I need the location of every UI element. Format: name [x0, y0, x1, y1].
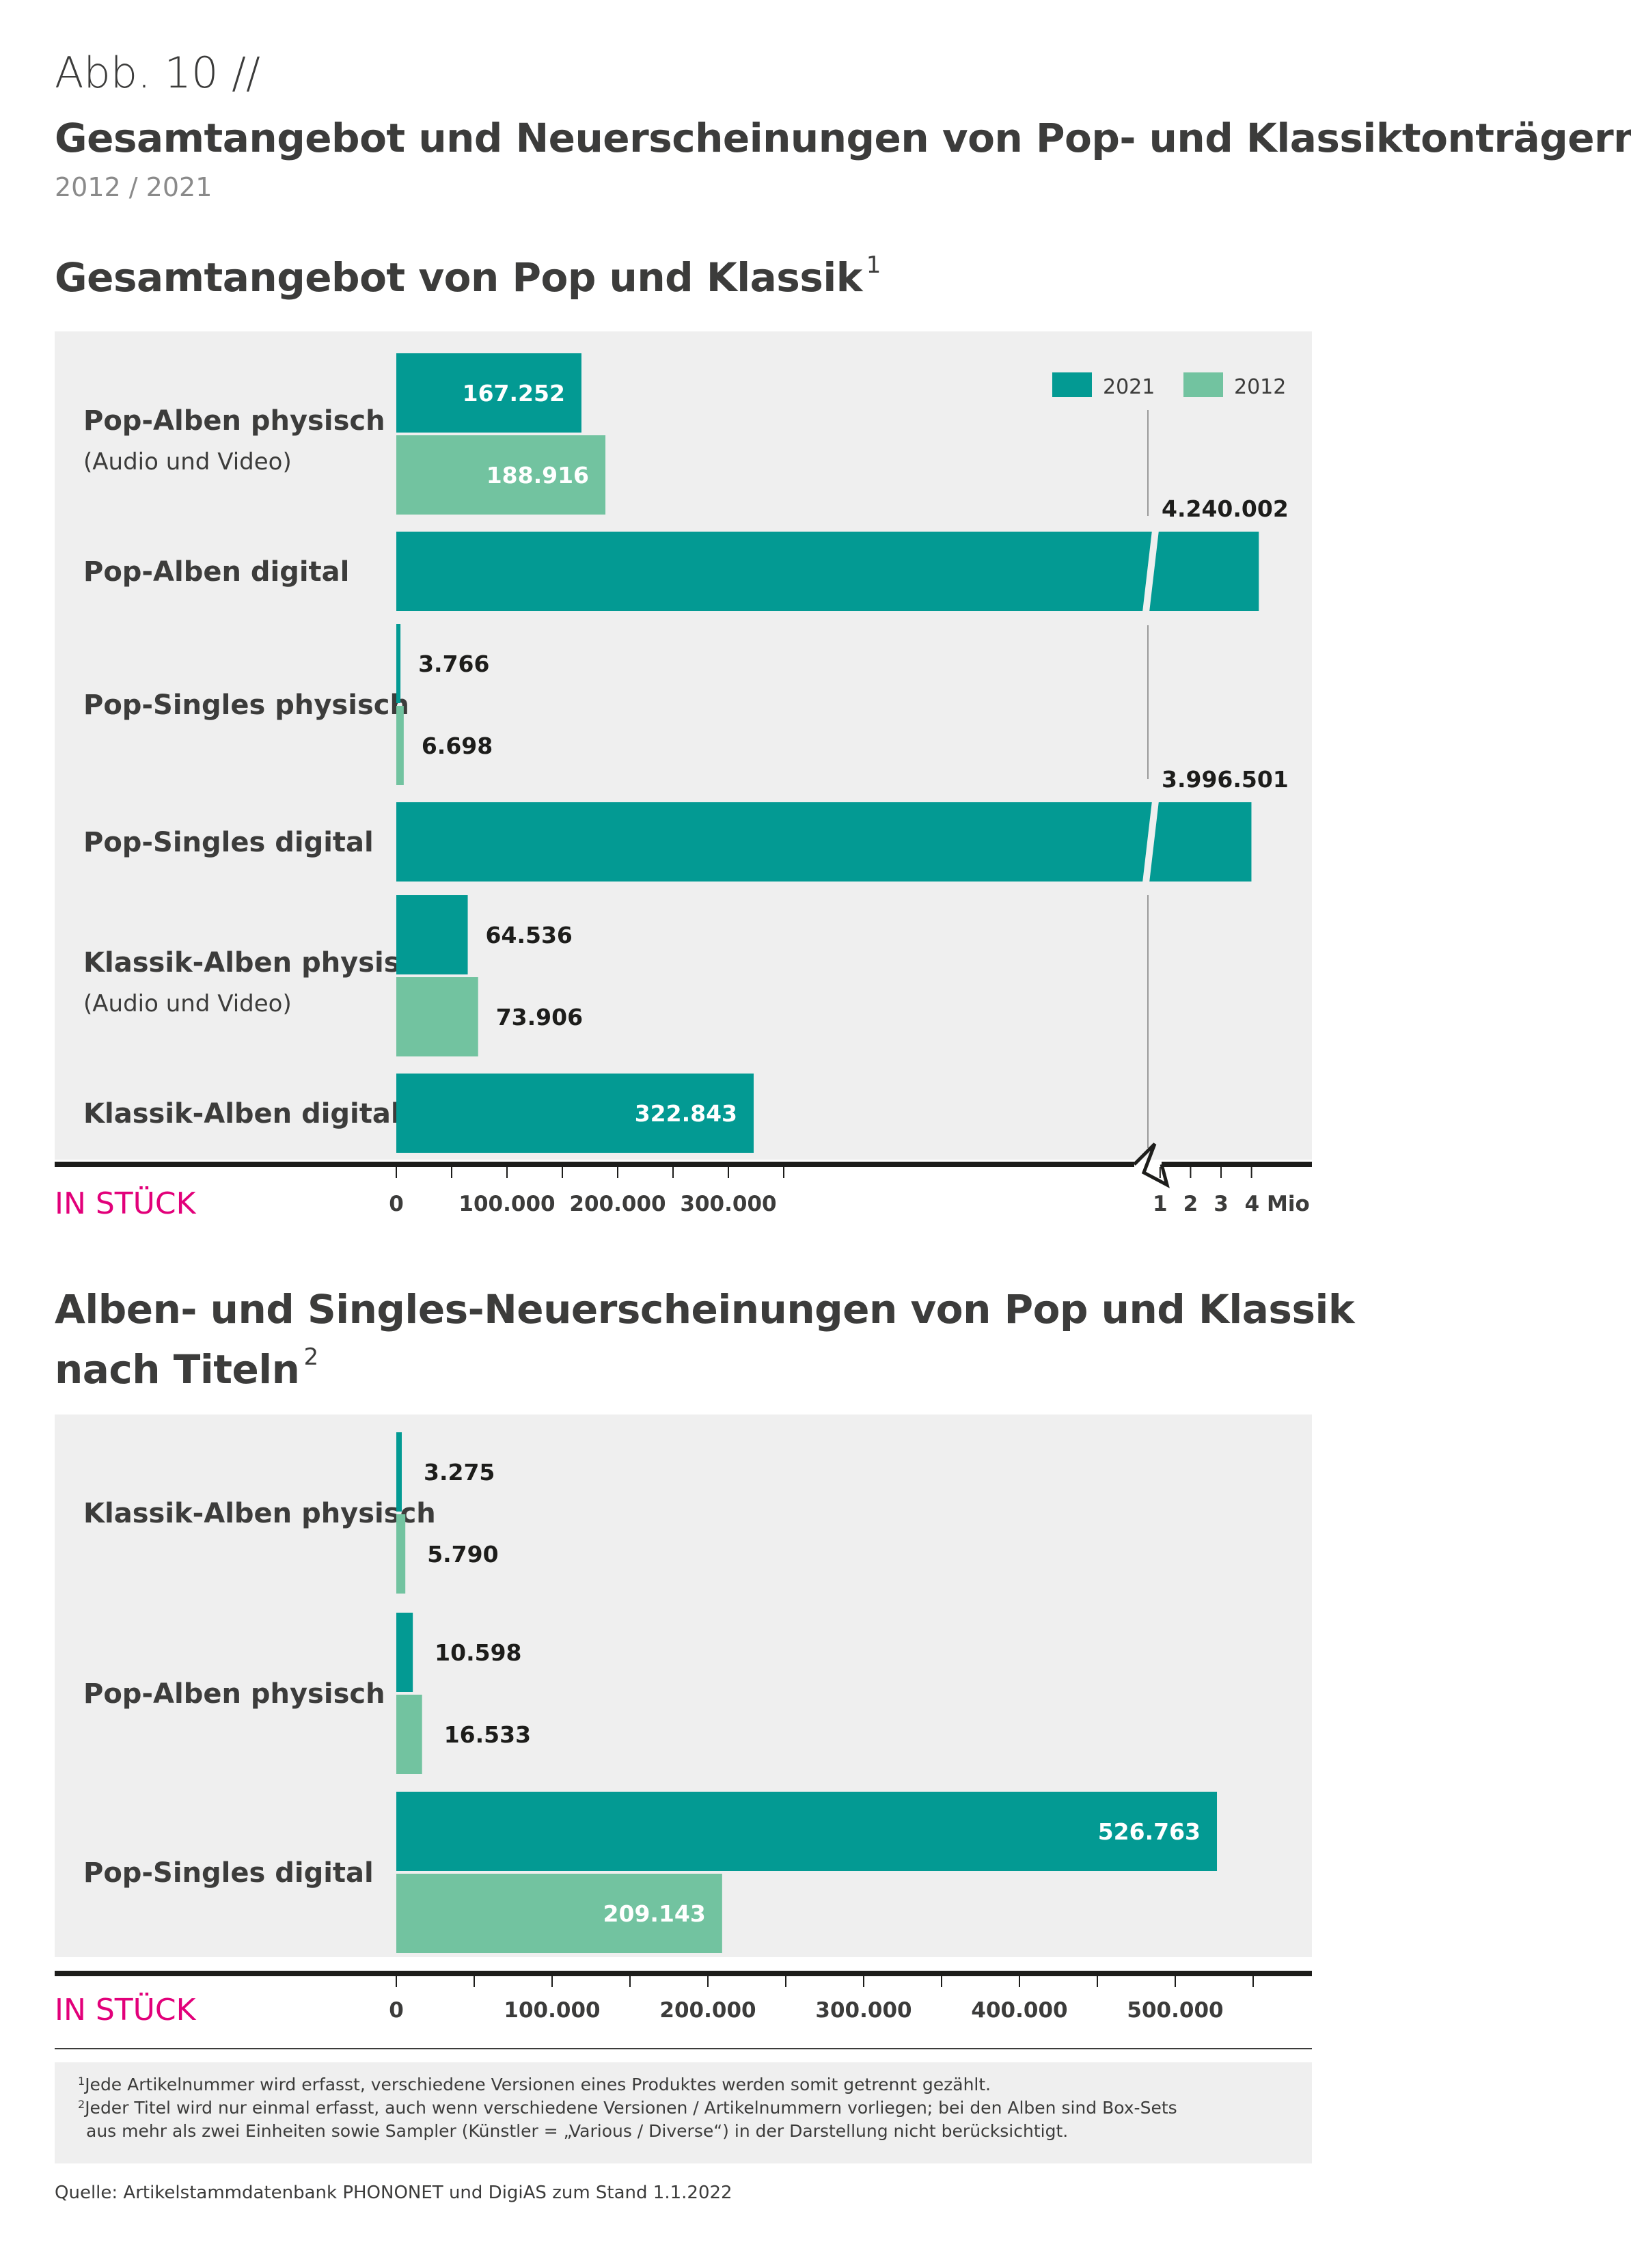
figure-label: Abb. 10 // [55, 48, 260, 98]
bar-value-label: 3.275 [424, 1459, 495, 1486]
bar-2021 [396, 1613, 413, 1692]
category-label: Klassik-Alben physisch [83, 947, 436, 979]
legend-label-2021: 2021 [1103, 375, 1155, 399]
legend-swatch-2012 [1183, 372, 1223, 397]
chart2-title-line2: nach Titeln 2 [55, 1343, 318, 1393]
bar-2021 [396, 532, 1259, 611]
bar-axis-break-gap [1142, 530, 1159, 612]
chart1-tick-label: 0 [389, 1192, 404, 1216]
chart1-svg: 2021 2012 Pop-Alben physisch (Audio und Vid… [55, 331, 1312, 1221]
page-title: Gesamtangebot und Neuerscheinungen von P… [55, 115, 1631, 161]
bar-value-label: 209.143 [603, 1900, 706, 1927]
bar-2021 [396, 624, 401, 703]
chart1-tick-label: 100.000 [458, 1192, 555, 1216]
chart2-tick-label: 0 [389, 1998, 404, 2023]
chart1-title: Gesamtangebot von Pop und Klassik 1 [55, 251, 881, 301]
chart1-tick-label: 4 Mio [1245, 1192, 1310, 1216]
bar-value-label: 73.906 [496, 1004, 583, 1030]
bar-value-label: 526.763 [1098, 1818, 1201, 1845]
chart2-footnote-ref: 2 [303, 1343, 318, 1371]
bar-2012 [396, 1695, 422, 1774]
category-sublabel: (Audio und Video) [83, 990, 292, 1017]
chart2-svg: Klassik-Alben physisch 3.275 5.790 Pop-Albe… [55, 1415, 1312, 2049]
bar-axis-break-gap [1142, 801, 1159, 883]
category-label: Pop-Alben digital [83, 556, 349, 588]
bar-value-label: 3.996.501 [1162, 766, 1289, 793]
category-label: Pop-Singles digital [83, 1857, 374, 1889]
chart1-unit-label: IN STÜCK [55, 1186, 197, 1221]
bar-2021 [396, 1792, 1218, 1871]
bar-value-label: 6.698 [422, 733, 493, 759]
category-label: Pop-Singles physisch [83, 689, 409, 721]
source-note: Quelle: Artikelstammdatenbank PHONONET u… [55, 2183, 732, 2203]
bar-value-label: 16.533 [444, 1721, 531, 1748]
bar-2012 [396, 1874, 722, 1953]
category-label: Klassik-Alben physisch [83, 1498, 436, 1529]
bar-2021 [396, 802, 1252, 882]
bar-value-label: 188.916 [486, 462, 589, 489]
chart1-tick-label: 2 [1183, 1192, 1198, 1216]
footnotes-box: 1Jede Artikelnummer wird erfasst, versch… [55, 2062, 1312, 2163]
bar-2012 [396, 977, 478, 1056]
year-range: 2012 / 2021 [55, 172, 213, 202]
bar-2012 [396, 435, 606, 515]
category-label: Pop-Alben physisch [83, 1678, 385, 1710]
chart1-tick-label: 300.000 [680, 1192, 776, 1216]
chart1-tick-label: 200.000 [569, 1192, 666, 1216]
bar-value-label: 3.766 [418, 651, 489, 677]
bar-value-label: 322.843 [635, 1100, 737, 1127]
bar-value-label: 10.598 [435, 1639, 521, 1666]
bar-value-label: 64.536 [486, 922, 573, 948]
legend-swatch-2021 [1052, 372, 1092, 397]
chart1-axis-break-mark [1133, 1143, 1170, 1188]
chart2-unit-label: IN STÜCK [55, 1992, 197, 2027]
bar-value-label: 5.790 [427, 1541, 498, 1568]
bar-value-label: 4.240.002 [1162, 495, 1289, 522]
bar-2021 [396, 1432, 402, 1512]
chart2-tick-label: 500.000 [1127, 1998, 1223, 2023]
footnote-1: 1Jede Artikelnummer wird erfasst, versch… [78, 2075, 991, 2094]
chart2-tick-label: 300.000 [815, 1998, 912, 2023]
bar-2021 [396, 895, 468, 974]
category-label: Klassik-Alben digital [83, 1098, 400, 1130]
chart1-panel [55, 331, 1312, 1160]
chart2-title-line1: Alben- und Singles-Neuerscheinungen von … [55, 1286, 1354, 1333]
footnote-2-line1: 2Jeder Titel wird nur einmal erfasst, au… [78, 2098, 1177, 2118]
bar-2021 [396, 1074, 754, 1153]
chart1-footnote-ref: 1 [866, 251, 881, 279]
bar-2021 [396, 353, 581, 433]
chart1-tick-label: 1 [1153, 1192, 1168, 1216]
legend-label-2012: 2012 [1234, 375, 1286, 399]
chart2-tick-label: 100.000 [504, 1998, 600, 2023]
chart2-tick-label: 200.000 [659, 1998, 756, 2023]
footnote-2-line2: aus mehr als zwei Einheiten sowie Sample… [86, 2121, 1069, 2141]
category-label: Pop-Singles digital [83, 827, 374, 858]
chart2-tick-label: 400.000 [971, 1998, 1067, 2023]
chart1-tick-label: 3 [1214, 1192, 1229, 1216]
bar-value-label: 167.252 [463, 380, 565, 407]
bar-2012 [396, 1514, 406, 1594]
category-sublabel: (Audio und Video) [83, 448, 292, 476]
category-label: Pop-Alben physisch [83, 405, 385, 437]
bar-2012 [396, 706, 404, 785]
